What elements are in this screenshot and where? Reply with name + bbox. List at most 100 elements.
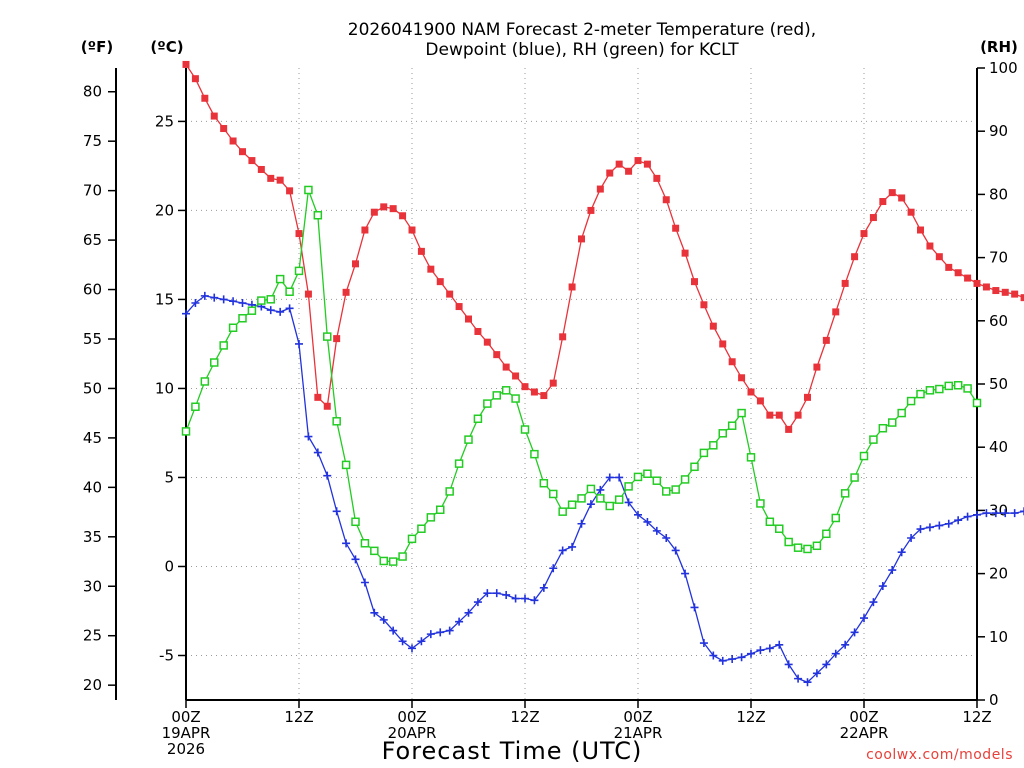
rh-point <box>690 462 699 472</box>
rh-point <box>181 427 191 436</box>
2-meter-temperature-point <box>267 174 275 182</box>
2-meter-temperature-point <box>333 335 341 343</box>
dewpoint-point <box>634 510 642 519</box>
rh-point <box>812 541 822 551</box>
2-meter-temperature-point <box>352 260 359 268</box>
fahrenheit-tick-label: 40 <box>83 478 102 496</box>
dewpoint-point <box>464 608 473 617</box>
rh-point <box>266 295 275 304</box>
2-meter-temperature-point <box>851 253 859 261</box>
rh-point <box>643 469 652 478</box>
dewpoint-point <box>784 660 793 669</box>
dewpoint-point <box>182 309 190 318</box>
2-meter-temperature-point <box>691 278 698 286</box>
dewpoint-point <box>1001 509 1010 518</box>
2-meter-temperature-point <box>926 242 934 250</box>
x-axis-title: Forecast Time (UTC) <box>382 737 643 765</box>
dewpoint-point <box>436 628 445 637</box>
dewpoint-point <box>455 617 464 626</box>
rh-point <box>313 211 323 220</box>
2-meter-temperature-point <box>841 279 849 287</box>
dewpoint-point <box>1010 509 1019 518</box>
dewpoint-point <box>671 546 680 555</box>
2-meter-temperature-point <box>945 263 953 271</box>
2-meter-temperature-point <box>286 187 294 195</box>
celsius-axis: -5 0 5 10 15 20 25 <box>155 112 186 664</box>
2-meter-temperature-point <box>257 165 265 173</box>
2-meter-temperature-point <box>954 269 962 277</box>
dewpoint-point <box>511 594 520 603</box>
dewpoint-point <box>473 598 482 607</box>
dewpoint-point <box>389 626 398 635</box>
rh-point <box>850 473 859 482</box>
2-meter-temperature-point <box>681 249 689 257</box>
dewpoint-point <box>295 339 303 348</box>
rh-point <box>445 487 454 496</box>
rh-point <box>944 381 953 391</box>
rh-tick-label: 20 <box>989 565 1008 583</box>
rh-point <box>275 274 285 284</box>
rh-point <box>577 494 586 503</box>
rh-point <box>784 537 793 547</box>
2-meter-temperature-point <box>399 212 407 220</box>
dewpoint-point <box>775 640 784 649</box>
rh-point <box>341 460 351 470</box>
2-meter-temperature-point <box>662 196 670 204</box>
dewpoint-point <box>445 626 454 635</box>
2-meter-temperature-point <box>625 167 633 175</box>
rh-point <box>793 543 803 552</box>
rh-tick-label: 100 <box>989 59 1018 77</box>
dewpoint-point <box>991 509 1000 518</box>
time-tick-label: 21APR <box>614 724 663 742</box>
2-meter-temperature-point <box>380 203 388 211</box>
2-meter-temperature-point <box>1020 294 1024 302</box>
rh-point <box>191 402 200 412</box>
2-meter-temperature-point <box>785 425 793 433</box>
dewpoint-point <box>954 516 963 525</box>
rh-point <box>323 332 332 341</box>
2-meter-temperature-point <box>982 283 990 291</box>
2-meter-temperature-point <box>992 287 1000 295</box>
2-meter-temperature-point <box>342 288 350 296</box>
rh-tick-label: 0 <box>989 691 999 709</box>
dewpoint-point <box>643 517 652 526</box>
dewpoint-point <box>191 298 200 307</box>
rh-point <box>238 314 247 323</box>
rh-point <box>530 449 539 459</box>
fahrenheit-tick-label: 80 <box>83 83 102 101</box>
2-meter-temperature-point <box>568 283 576 291</box>
rh-point <box>304 185 313 195</box>
celsius-tick-label: 10 <box>155 379 174 397</box>
dewpoint-point <box>539 583 548 592</box>
time-tick-label: 2026 <box>167 740 205 758</box>
rh-point <box>520 425 530 434</box>
rh-point <box>407 534 417 544</box>
dewpoint-point <box>935 521 944 530</box>
2-meter-temperature-point <box>964 274 972 282</box>
time-tick-label: 00Z <box>623 708 652 726</box>
2-meter-temperature-point <box>606 169 614 177</box>
dewpoint-point <box>577 519 586 528</box>
fahrenheit-tick-label: 35 <box>83 528 102 546</box>
rh-tick-label: 60 <box>989 312 1008 330</box>
2-meter-temperature-point <box>493 351 501 359</box>
dewpoint-point <box>699 639 708 648</box>
dewpoint-point <box>426 630 435 639</box>
celsius-tick-label: 20 <box>155 201 174 219</box>
rh-tick-label: 40 <box>989 438 1008 456</box>
2-meter-temperature-point <box>775 411 783 419</box>
rh-point <box>972 398 982 408</box>
dewpoint-point <box>417 637 426 646</box>
rh-point <box>680 475 690 484</box>
dewpoint-point <box>266 306 275 315</box>
title-line-1: 2026041900 NAM Forecast 2-meter Temperat… <box>348 20 816 40</box>
dewpoint-point <box>681 569 690 578</box>
fahrenheit-unit-label: (ºF) <box>81 38 113 56</box>
rh-point <box>473 414 483 424</box>
dewpoint-point <box>794 674 803 683</box>
2-meter-temperature-point <box>794 411 802 419</box>
rh-point <box>511 394 520 403</box>
2-meter-temperature-point <box>860 230 868 238</box>
